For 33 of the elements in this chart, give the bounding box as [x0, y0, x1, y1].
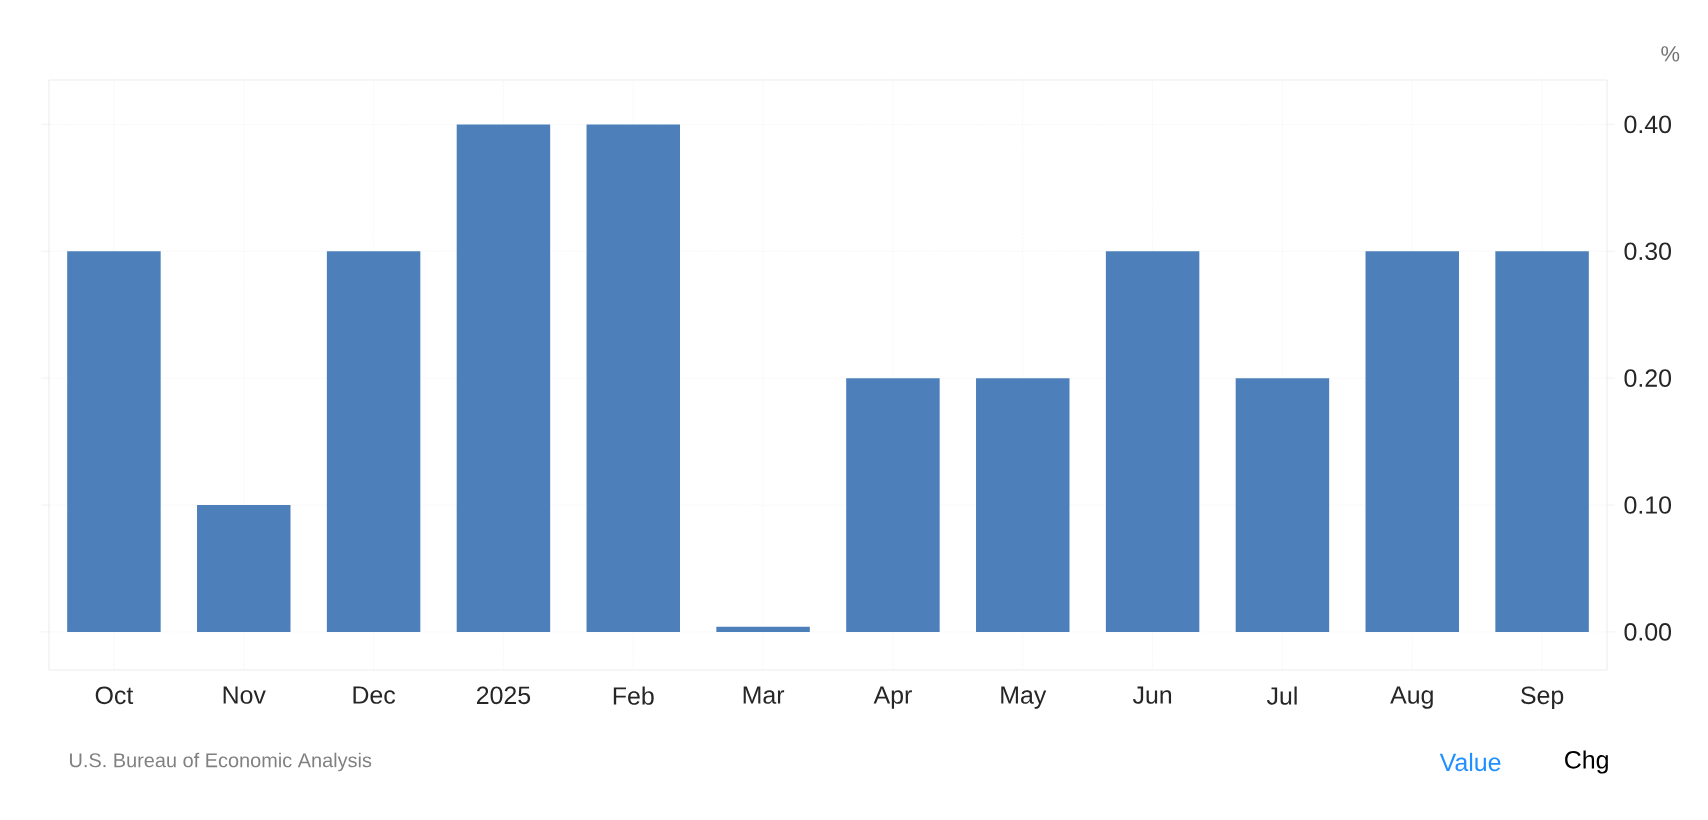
y-tick-label: 0.30	[1624, 242, 1672, 261]
y-tick-label: 0.10	[1624, 496, 1672, 514]
bar	[456, 124, 551, 632]
x-tick-label: Feb	[613, 686, 654, 705]
y-tick-label: 0.20	[1624, 369, 1672, 387]
x-tick-label: Aug	[1390, 686, 1433, 709]
x-tick-label: Mar	[743, 686, 785, 704]
bar	[67, 251, 161, 632]
y-tick-label: 0.40	[1624, 115, 1672, 134]
y-tick-label: 0.00	[1624, 623, 1672, 641]
bar	[197, 505, 291, 632]
y-axis-title: %	[1661, 46, 1680, 62]
text: Value	[1439, 752, 1501, 772]
x-tick-label: Apr	[873, 686, 912, 709]
bar	[1365, 251, 1460, 632]
x-tick-label: Dec	[353, 686, 396, 704]
text: Chg	[1565, 750, 1608, 774]
x-tick-label: Oct	[95, 686, 134, 705]
x-tick-label: 2025	[476, 686, 531, 705]
bar	[716, 626, 810, 632]
bar	[1105, 251, 1200, 632]
x-tick-label: Jul	[1266, 686, 1297, 705]
bar	[1235, 378, 1330, 632]
x-tick-label: May	[1001, 686, 1047, 709]
x-tick-label: Nov	[223, 686, 266, 704]
bar	[1495, 251, 1589, 632]
bar	[846, 378, 940, 632]
text: U.S. Bureau of Economic Analysis	[70, 752, 372, 772]
bar	[586, 124, 681, 632]
x-tick-label: Jun	[1132, 686, 1172, 704]
x-tick-label: Sep	[1521, 686, 1564, 710]
bar	[976, 378, 1070, 632]
bar	[326, 251, 421, 632]
